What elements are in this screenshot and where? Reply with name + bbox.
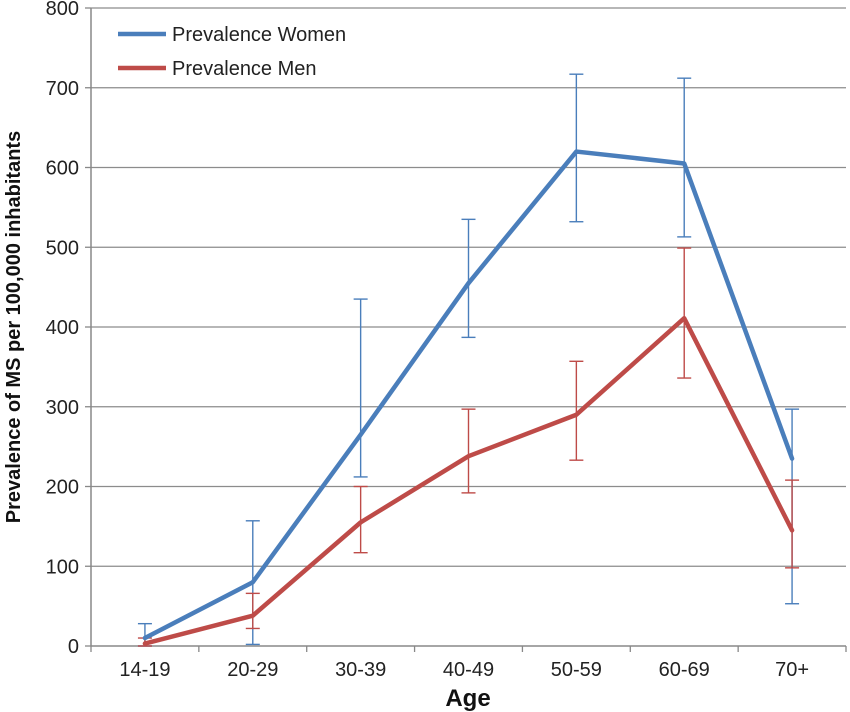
y-tick-label: 300 [46,397,79,419]
series-line-women [142,149,795,641]
x-tick-label: 50-59 [551,659,602,681]
y-tick-label: 100 [46,556,79,578]
y-tick-label: 800 [46,0,79,20]
error-bars [137,73,800,647]
series-line-men [142,315,795,646]
y-tick-label: 400 [46,317,79,339]
series-lines [142,149,795,646]
x-tick-label: 14-19 [119,659,170,681]
x-axis-title: Age [445,685,490,712]
legend: Prevalence Women Prevalence Men [118,24,346,80]
y-tick-label: 500 [46,237,79,259]
y-tick-labels: 0 100 200 300 400 500 600 700 800 [46,0,91,658]
legend-label: Prevalence Men [172,58,317,80]
y-tick-label: 200 [46,477,79,499]
legend-label: Prevalence Women [172,24,346,46]
y-tick-label: 700 [46,78,79,100]
x-tick-label: 70+ [775,659,809,681]
y-tick-label: 0 [68,636,79,658]
x-tick-labels: 14-19 20-29 30-39 40-49 50-59 60-69 70+ [90,646,847,681]
x-tick-label: 30-39 [335,659,386,681]
x-tick-label: 20-29 [227,659,278,681]
y-axis-title: Prevalence of MS per 100,000 inhabitants [3,131,25,523]
x-tick-label: 60-69 [659,659,710,681]
y-tick-label: 600 [46,158,79,180]
x-tick-label: 40-49 [443,659,494,681]
